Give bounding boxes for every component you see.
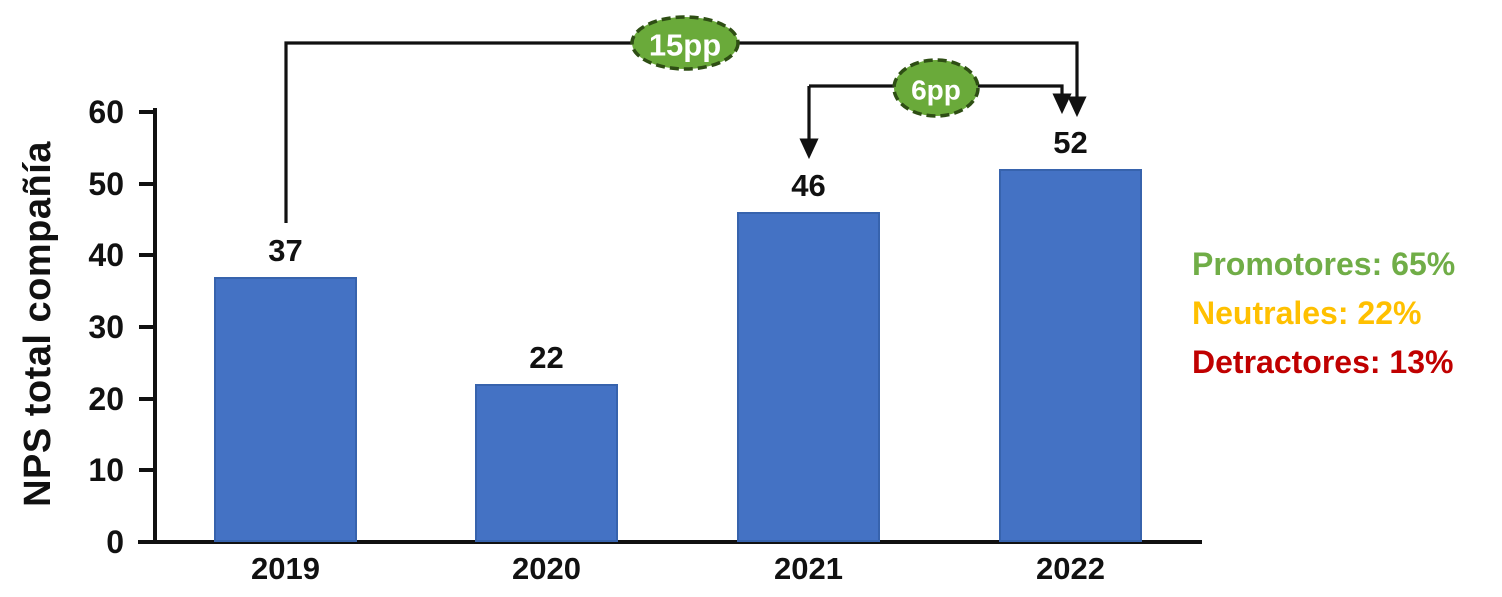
y-tick-label: 20 (88, 380, 124, 417)
bar-2022 (999, 169, 1142, 542)
x-axis-label: 2019 (251, 551, 320, 586)
y-tick-label: 10 (88, 452, 124, 489)
y-tick-label: 30 (88, 309, 124, 345)
y-tick-mark (139, 325, 155, 329)
delta-badge-15pp-oval (630, 15, 740, 71)
y-tick-label: 0 (106, 524, 124, 560)
y-tick-mark (139, 253, 155, 258)
y-tick-mark (139, 110, 155, 114)
legend-item-neutrales: Neutrales: 22% (1192, 295, 1422, 331)
bar-value-label: 37 (268, 232, 303, 268)
y-tick-label: 40 (88, 237, 124, 274)
x-axis-label: 2020 (512, 551, 581, 586)
delta-badge-6pp-oval (892, 58, 980, 118)
nps-breakdown-legend: Promotores: 65% Neutrales: 22% Detractor… (1192, 240, 1492, 387)
y-tick-label: 50 (88, 165, 124, 202)
bar-2020 (475, 384, 618, 542)
legend-item-promotores: Promotores: 65% (1192, 246, 1456, 282)
y-tick-mark (139, 540, 155, 544)
y-axis-line (153, 108, 157, 544)
x-axis-label: 2021 (774, 551, 843, 586)
bar-value-label: 52 (1053, 125, 1088, 161)
legend-item-detractores: Detractores: 13% (1192, 344, 1454, 380)
x-axis-label: 2022 (1036, 551, 1105, 586)
bar-value-label: 22 (529, 340, 564, 376)
y-tick-mark (139, 181, 155, 186)
y-tick-mark (139, 468, 155, 473)
delta-badge-6pp-label: 6pp (911, 75, 961, 106)
bar-2021 (737, 212, 880, 542)
x-axis-line (138, 540, 1202, 544)
bar-value-label: 46 (791, 168, 826, 204)
delta-badge-15pp-label: 15pp (649, 28, 721, 63)
bar-2019 (214, 276, 357, 542)
y-tick-label: 60 (88, 94, 124, 130)
y-tick-mark (139, 396, 155, 401)
